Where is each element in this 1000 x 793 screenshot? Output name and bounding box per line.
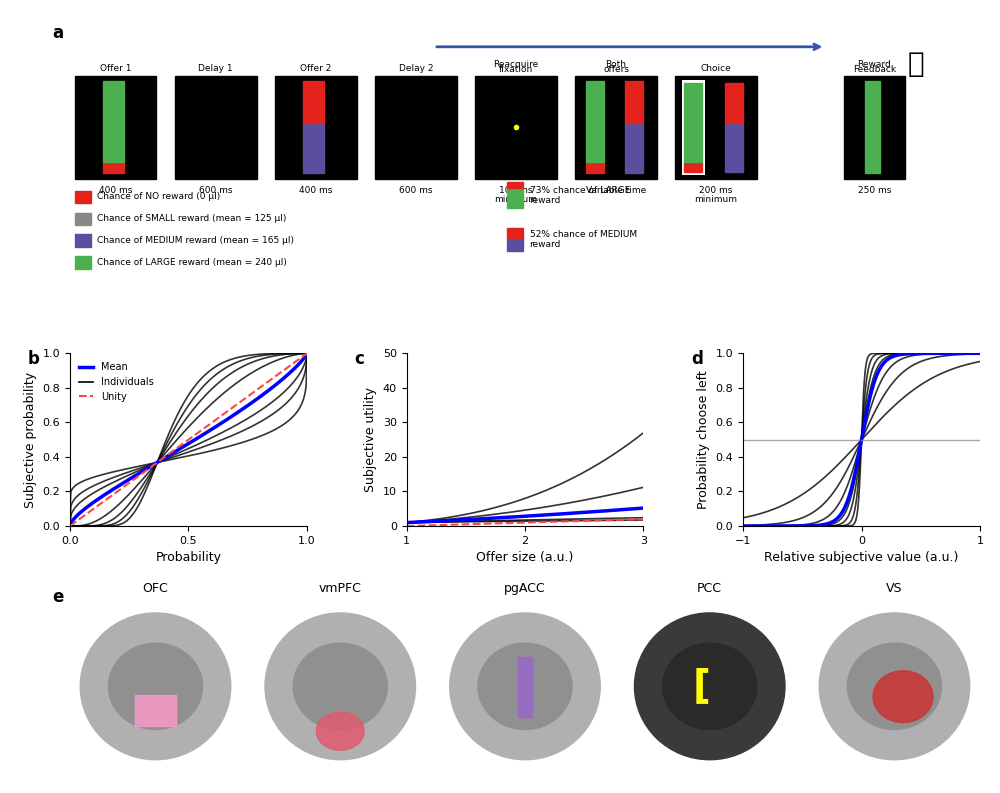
Bar bbox=[75, 256, 91, 269]
Bar bbox=[375, 75, 457, 179]
Ellipse shape bbox=[293, 643, 387, 730]
Y-axis label: Probability choose left: Probability choose left bbox=[697, 370, 710, 509]
Text: Variable time: Variable time bbox=[586, 186, 646, 195]
Bar bbox=[586, 163, 604, 174]
Bar bbox=[275, 75, 357, 179]
Ellipse shape bbox=[80, 613, 231, 760]
Text: 600 ms: 600 ms bbox=[399, 186, 433, 195]
Bar bbox=[75, 75, 156, 179]
Text: minimum: minimum bbox=[494, 195, 537, 204]
Ellipse shape bbox=[265, 613, 416, 760]
Ellipse shape bbox=[873, 671, 933, 722]
Bar bbox=[684, 162, 702, 172]
Y-axis label: Subjective probability: Subjective probability bbox=[24, 372, 37, 508]
Ellipse shape bbox=[478, 643, 572, 730]
Bar bbox=[844, 75, 905, 179]
Bar bbox=[507, 188, 523, 208]
Text: 73% chance of LARGE
reward: 73% chance of LARGE reward bbox=[530, 186, 630, 205]
Y-axis label: Subjective utility: Subjective utility bbox=[364, 387, 377, 492]
Bar bbox=[507, 239, 523, 251]
Text: Feedback: Feedback bbox=[853, 66, 896, 75]
Text: 100 ms: 100 ms bbox=[499, 186, 533, 195]
Ellipse shape bbox=[819, 613, 970, 760]
Text: Offer 1: Offer 1 bbox=[100, 63, 131, 73]
Ellipse shape bbox=[316, 712, 364, 750]
Bar bbox=[303, 82, 324, 123]
Bar bbox=[475, 75, 557, 179]
Bar bbox=[507, 182, 523, 188]
Bar bbox=[865, 82, 880, 174]
X-axis label: Probability: Probability bbox=[155, 551, 221, 565]
Text: Chance of LARGE reward (mean = 240 μl): Chance of LARGE reward (mean = 240 μl) bbox=[97, 258, 287, 266]
Bar bbox=[575, 75, 657, 179]
X-axis label: Offer size (a.u.): Offer size (a.u.) bbox=[476, 551, 574, 565]
Text: 400 ms: 400 ms bbox=[299, 186, 332, 195]
Bar bbox=[135, 695, 176, 726]
Legend: Mean, Individuals, Unity: Mean, Individuals, Unity bbox=[75, 358, 158, 406]
Ellipse shape bbox=[663, 643, 757, 730]
Ellipse shape bbox=[108, 643, 203, 730]
Bar bbox=[725, 82, 743, 123]
Bar bbox=[75, 235, 91, 247]
Ellipse shape bbox=[847, 643, 942, 730]
Text: Reward: Reward bbox=[857, 59, 891, 69]
Title: OFC: OFC bbox=[143, 582, 168, 596]
Bar bbox=[507, 228, 523, 239]
Bar bbox=[75, 213, 91, 225]
Title: PCC: PCC bbox=[697, 582, 722, 596]
Text: fixation: fixation bbox=[499, 66, 533, 75]
Text: Delay 1: Delay 1 bbox=[198, 63, 233, 73]
Text: c: c bbox=[354, 350, 364, 368]
Text: Both: Both bbox=[606, 59, 626, 69]
Text: Chance of SMALL reward (mean = 125 μl): Chance of SMALL reward (mean = 125 μl) bbox=[97, 214, 287, 223]
Title: vmPFC: vmPFC bbox=[319, 582, 362, 596]
Text: offers: offers bbox=[603, 66, 629, 75]
Text: b: b bbox=[27, 350, 39, 368]
Bar bbox=[684, 82, 702, 162]
Bar bbox=[625, 123, 643, 174]
Text: [: [ bbox=[692, 668, 710, 705]
Text: Offer 2: Offer 2 bbox=[300, 63, 331, 73]
Bar bbox=[625, 82, 643, 123]
Bar bbox=[103, 163, 124, 174]
Text: a: a bbox=[52, 24, 63, 42]
Text: Chance of NO reward (0 μl): Chance of NO reward (0 μl) bbox=[97, 192, 221, 201]
Bar bbox=[682, 80, 705, 174]
Text: e: e bbox=[52, 588, 63, 606]
Text: 600 ms: 600 ms bbox=[199, 186, 232, 195]
Text: Delay 2: Delay 2 bbox=[399, 63, 433, 73]
Bar bbox=[75, 191, 91, 203]
Text: 💧: 💧 bbox=[908, 50, 925, 78]
Bar bbox=[675, 75, 757, 179]
Ellipse shape bbox=[634, 613, 785, 760]
Text: minimum: minimum bbox=[695, 195, 738, 204]
Ellipse shape bbox=[450, 613, 600, 760]
Text: 52% chance of MEDIUM
reward: 52% chance of MEDIUM reward bbox=[530, 230, 637, 249]
Bar bbox=[518, 657, 532, 718]
Text: Reacquire: Reacquire bbox=[493, 59, 539, 69]
Bar bbox=[586, 82, 604, 163]
Text: 200 ms: 200 ms bbox=[699, 186, 733, 195]
Bar bbox=[175, 75, 257, 179]
Text: d: d bbox=[691, 350, 703, 368]
Bar bbox=[103, 82, 124, 163]
Title: pgACC: pgACC bbox=[504, 582, 546, 596]
X-axis label: Relative subjective value (a.u.): Relative subjective value (a.u.) bbox=[764, 551, 959, 565]
Bar bbox=[725, 123, 743, 172]
Text: Choice: Choice bbox=[701, 63, 731, 73]
Text: 400 ms: 400 ms bbox=[99, 186, 132, 195]
Text: 250 ms: 250 ms bbox=[858, 186, 891, 195]
Title: VS: VS bbox=[886, 582, 903, 596]
Text: Chance of MEDIUM reward (mean = 165 μl): Chance of MEDIUM reward (mean = 165 μl) bbox=[97, 236, 294, 245]
Bar bbox=[303, 123, 324, 174]
